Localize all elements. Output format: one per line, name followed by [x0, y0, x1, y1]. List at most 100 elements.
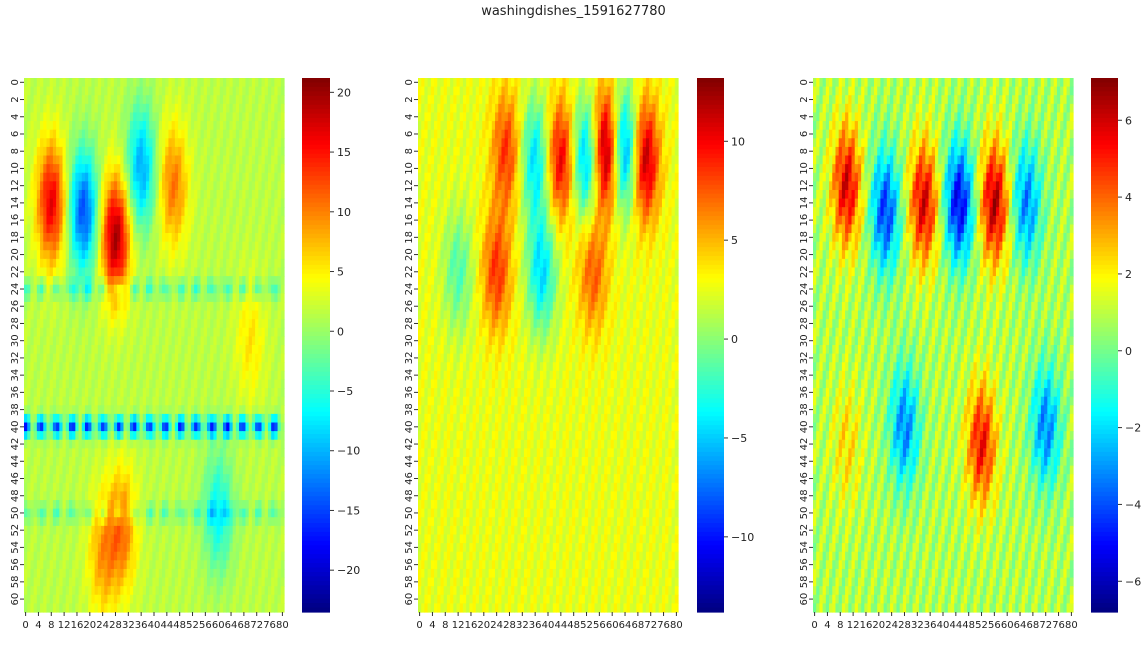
heatmap-cell	[158, 95, 163, 105]
heatmap-cell	[46, 86, 51, 96]
heatmap-cell	[120, 181, 125, 191]
heatmap-cell	[65, 276, 70, 286]
heatmap-cell	[165, 155, 170, 165]
heatmap-cell	[171, 301, 176, 312]
heatmap-cell	[271, 121, 275, 131]
heatmap-cell	[165, 86, 170, 96]
heatmap-cell	[117, 284, 121, 294]
heatmap-cell	[52, 293, 57, 303]
heatmap-cell	[46, 405, 51, 415]
heatmap-cell	[155, 362, 160, 372]
heatmap-cell	[255, 310, 259, 320]
heatmap-cell	[226, 233, 231, 243]
heatmap-cell	[242, 112, 247, 122]
heatmap-cell	[62, 138, 67, 148]
heatmap-cell	[206, 172, 211, 182]
heatmap-cell	[59, 112, 64, 122]
heatmap-cell	[97, 129, 102, 139]
heatmap-cell	[239, 284, 243, 294]
heatmap-cell	[30, 345, 35, 355]
heatmap-cell	[49, 284, 54, 294]
heatmap-cell	[78, 78, 83, 88]
heatmap-cell	[91, 78, 96, 88]
heatmap-cell	[197, 233, 202, 243]
heatmap-cell	[68, 241, 73, 251]
heatmap-cell	[242, 276, 247, 286]
heatmap-cell	[126, 224, 131, 234]
heatmap-cell	[110, 267, 115, 277]
heatmap-cell	[184, 172, 189, 182]
heatmap-cell	[40, 103, 44, 114]
heatmap-cell	[72, 138, 76, 148]
heatmap-cell	[43, 129, 48, 139]
heatmap-cell	[75, 215, 80, 226]
heatmap-cell	[33, 345, 38, 355]
heatmap-cell	[81, 146, 86, 157]
heatmap-cell	[65, 319, 70, 329]
heatmap-cell	[24, 336, 28, 346]
heatmap-cell	[223, 293, 227, 303]
heatmap-cell	[155, 207, 160, 217]
heatmap-cell	[194, 388, 198, 398]
heatmap-cell	[162, 370, 166, 381]
heatmap-cell	[24, 267, 28, 277]
heatmap-cell	[104, 86, 109, 96]
heatmap-cell	[88, 284, 93, 294]
heatmap-cell	[239, 215, 243, 226]
heatmap-cell	[68, 121, 73, 131]
heatmap-cell	[97, 284, 102, 294]
heatmap-cell	[239, 293, 243, 303]
heatmap-cell	[206, 284, 211, 294]
heatmap-cell	[104, 379, 109, 389]
heatmap-cell	[165, 138, 170, 148]
heatmap-cell	[91, 319, 96, 329]
heatmap-cell	[274, 258, 279, 269]
heatmap-cell	[104, 405, 109, 415]
heatmap-cell	[255, 327, 259, 337]
heatmap-cell	[129, 258, 134, 269]
heatmap-cell	[178, 121, 182, 131]
heatmap-cell	[158, 224, 163, 234]
heatmap-cell	[56, 396, 60, 406]
heatmap-cell	[30, 276, 35, 286]
heatmap-cell	[174, 301, 179, 312]
heatmap-cell	[59, 215, 64, 226]
heatmap-cell	[235, 198, 240, 208]
heatmap-cell	[84, 164, 89, 174]
heatmap-cell	[101, 396, 105, 406]
heatmap-cell	[72, 189, 76, 200]
heatmap-cell	[271, 293, 275, 303]
heatmap-cell	[139, 258, 144, 269]
heatmap-cell	[251, 310, 256, 320]
heatmap-cell	[62, 388, 67, 398]
heatmap-cell	[274, 319, 279, 329]
heatmap-cell	[139, 241, 144, 251]
heatmap-cell	[178, 327, 182, 337]
heatmap-cell	[81, 301, 86, 312]
heatmap-cell	[229, 258, 234, 269]
heatmap-cell	[142, 181, 147, 191]
heatmap-cell	[197, 388, 202, 398]
heatmap-cell	[155, 293, 160, 303]
heatmap-cell	[251, 86, 256, 96]
heatmap-cell	[62, 345, 67, 355]
heatmap-cell	[274, 172, 279, 182]
heatmap-cell	[242, 396, 247, 406]
heatmap-cell	[56, 129, 60, 139]
heatmap-cell	[30, 155, 35, 165]
heatmap-cell	[178, 379, 182, 389]
heatmap-cell	[239, 345, 243, 355]
heatmap-cell	[261, 155, 266, 165]
heatmap-cell	[162, 267, 166, 277]
heatmap-cell	[97, 327, 102, 337]
heatmap-cell	[280, 491, 285, 501]
heatmap-cell	[97, 198, 102, 208]
heatmap-cell	[239, 138, 243, 148]
heatmap-cell	[184, 362, 189, 372]
heatmap-cell	[123, 164, 128, 174]
heatmap-cell	[171, 129, 176, 139]
heatmap-cell	[280, 405, 285, 415]
heatmap-cell	[145, 293, 150, 303]
heatmap-cell	[107, 215, 112, 226]
heatmap-cell	[49, 129, 54, 139]
